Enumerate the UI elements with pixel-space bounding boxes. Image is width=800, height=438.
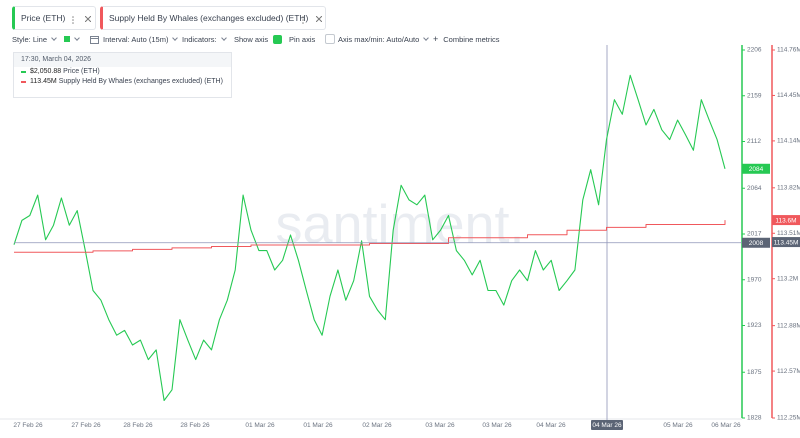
metric-tab[interactable]: Price (ETH)	[12, 6, 96, 30]
style-select[interactable]: Style: Line	[12, 33, 57, 45]
x-tick-label: 04 Mar 26	[536, 422, 566, 429]
metric-tab[interactable]: Supply Held By Whales (exchanges exclude…	[100, 6, 326, 30]
y-tick-label: 1970	[747, 276, 762, 283]
pin-axis-toggle[interactable]: Pin axis	[289, 33, 336, 45]
tab-label: Supply Held By Whales (exchanges exclude…	[109, 13, 309, 23]
plus-icon: +	[433, 34, 439, 44]
y-tick-label: 1828	[747, 415, 762, 422]
menu-icon[interactable]	[301, 15, 305, 25]
tooltip-row: 113.45M Supply Held By Whales (exchanges …	[14, 77, 231, 87]
axis-maxmin-label: Axis max/min: Auto/Auto	[338, 34, 420, 44]
close-icon[interactable]	[316, 16, 322, 22]
indicators-label: Indicators:	[182, 34, 217, 44]
tooltip-value: $2,050.88	[30, 68, 62, 75]
style-label: Style: Line	[12, 34, 48, 44]
x-tick-label: 01 Mar 26	[303, 422, 333, 429]
color-swatch	[64, 36, 70, 42]
interval-label: Interval: Auto (15m)	[103, 34, 169, 44]
y-tick-label: 2206	[747, 47, 762, 54]
y2-tick-label: 114.76M	[777, 47, 800, 54]
x-tick-label: 27 Feb 26	[13, 422, 43, 429]
last-value-badge	[742, 163, 770, 174]
y2-tick-label: 113.82M	[777, 185, 800, 192]
y-tick-label: 2064	[747, 185, 762, 192]
crosshair-y-badge-label: 2008	[749, 240, 764, 247]
tooltip-label: Supply Held By Whales (exchanges exclude…	[58, 78, 223, 85]
watermark: santiment.	[275, 194, 524, 254]
x-tick-label: 27 Feb 26	[71, 422, 101, 429]
show-axis-label: Show axis	[234, 34, 269, 44]
close-icon[interactable]	[85, 16, 91, 22]
color-select[interactable]	[64, 33, 80, 45]
combine-metrics-button[interactable]: + Combine metrics	[433, 33, 500, 45]
last-value-badge	[772, 215, 800, 226]
y2-tick-label: 114.45M	[777, 92, 800, 99]
series-line	[14, 220, 726, 253]
tooltip: 17:30, March 04, 2026 $2,050.88 Price (ET…	[13, 52, 232, 98]
pin-axis-label: Pin axis	[289, 34, 316, 44]
calendar-icon	[90, 35, 99, 44]
menu-icon[interactable]	[71, 15, 75, 25]
tooltip-time: 17:30, March 04, 2026	[14, 53, 231, 67]
y2-tick-label: 114.14M	[777, 138, 800, 145]
tooltip-row: $2,050.88 Price (ETH)	[14, 67, 231, 77]
combine-label: Combine metrics	[443, 34, 500, 44]
crosshair-x-badge	[591, 420, 623, 430]
tab-label: Price (ETH)	[21, 13, 66, 23]
x-tick-label: 02 Mar 26	[362, 422, 392, 429]
last-value-badge-label: 2084	[749, 166, 764, 173]
series-line	[13, 74, 726, 402]
y2-tick-label: 113.2M	[777, 275, 798, 282]
crosshair-y-badge	[742, 237, 770, 248]
x-tick-label: 04 Mar 26	[592, 422, 622, 429]
x-tick-label: 28 Feb 26	[180, 422, 210, 429]
x-tick-label: 03 Mar 26	[482, 422, 512, 429]
x-tick-label: 03 Mar 26	[425, 422, 455, 429]
y2-tick-label: 112.88M	[777, 322, 800, 329]
last-value-badge-label: 113.6M	[775, 217, 796, 224]
crosshair-y2-badge	[772, 237, 800, 248]
checkbox	[325, 34, 336, 44]
y-tick-label: 2159	[747, 92, 762, 99]
y-tick-label: 2112	[747, 138, 761, 145]
y-tick-label: 1923	[747, 322, 762, 329]
interval-select[interactable]: Interval: Auto (15m)	[90, 33, 179, 45]
x-tick-label: 05 Mar 26	[663, 422, 693, 429]
indicators-select[interactable]: Indicators:	[182, 33, 227, 45]
y2-tick-label: 113.51M	[777, 230, 800, 237]
y-tick-label: 1875	[747, 369, 762, 376]
tooltip-value: 113.45M	[30, 78, 57, 85]
y2-tick-label: 112.57M	[777, 368, 800, 375]
tooltip-label: Price (ETH)	[63, 68, 100, 75]
x-tick-label: 06 Mar 26	[711, 422, 741, 429]
axis-maxmin-select[interactable]: Axis max/min: Auto/Auto	[338, 33, 430, 45]
y-tick-label: 2017	[747, 231, 762, 238]
crosshair-y2-badge-label: 113.45M	[774, 239, 799, 246]
show-axis-toggle[interactable]: Show axis	[234, 33, 283, 45]
x-tick-label: 28 Feb 26	[123, 422, 153, 429]
y2-tick-label: 112.25M	[777, 415, 800, 422]
checkbox-checked	[273, 34, 283, 44]
x-tick-label: 01 Mar 26	[245, 422, 275, 429]
